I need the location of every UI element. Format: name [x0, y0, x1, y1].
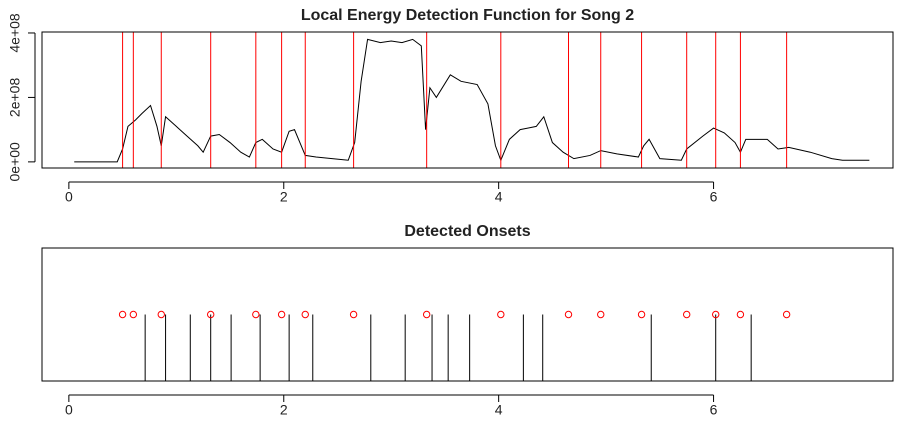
detected-onset [782, 310, 791, 319]
detected-onset [277, 310, 286, 319]
detected-onset [301, 310, 309, 319]
chart-title: Detected Onsets [404, 223, 530, 240]
x-tick-label: 6 [710, 189, 718, 205]
x-tick-label: 4 [495, 189, 503, 205]
detected-onset [129, 310, 138, 319]
x-tick-label: 2 [280, 402, 288, 418]
x-tick-label: 2 [280, 189, 288, 205]
energy-line [74, 38, 870, 163]
detected-onset [422, 310, 431, 319]
y-tick-label: 0e+00 [7, 142, 23, 182]
x-tick-label: 6 [710, 402, 718, 418]
x-tick-label: 0 [65, 189, 73, 205]
detected-onset [564, 310, 573, 319]
detected-onset [349, 310, 358, 319]
detected-onset [157, 310, 165, 319]
detected-onset [712, 310, 720, 319]
detected-onset [497, 310, 505, 319]
detected-onset [682, 310, 691, 319]
detected-onset [252, 310, 260, 319]
x-tick-label: 0 [65, 402, 73, 418]
detected-onset [206, 310, 215, 319]
y-tick-label: 4e+08 [7, 13, 23, 53]
plot-frame [41, 31, 894, 169]
detected-onset [637, 310, 646, 319]
detected-onset [118, 310, 127, 319]
detected-onset [736, 310, 745, 319]
x-tick-label: 4 [495, 402, 503, 418]
y-tick-label: 2e+08 [7, 78, 23, 118]
chart-title: Local Energy Detection Function for Song… [301, 7, 634, 24]
plot-frame [41, 247, 894, 382]
detected-onset [597, 310, 605, 319]
